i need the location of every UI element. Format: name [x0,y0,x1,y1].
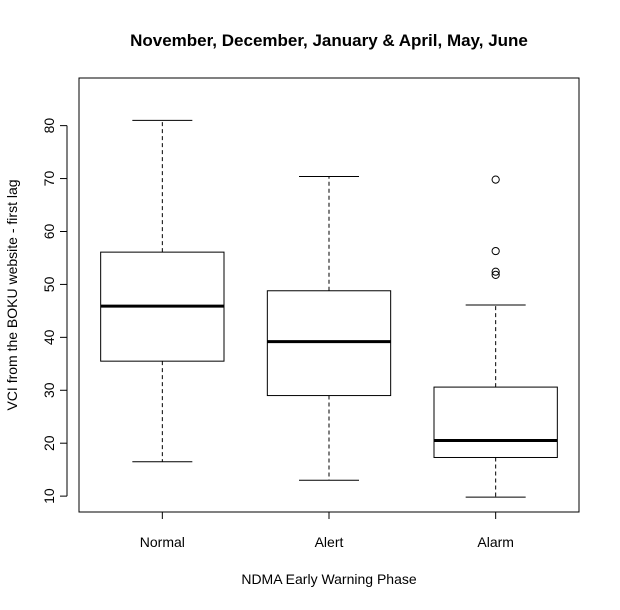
y-tick-label: 30 [41,382,57,398]
y-tick-label: 20 [41,435,57,451]
y-axis: 10 20 30 40 50 60 70 80 [41,118,68,504]
chart-title: November, December, January & April, May… [130,31,528,50]
x-tick-label: Alarm [477,534,514,550]
box-group [266,175,392,481]
boxes-layer [100,119,558,498]
x-axis: Normal Alert Alarm [140,511,514,550]
y-tick-label: 80 [41,118,57,134]
box-group [433,175,558,498]
x-tick-label: Alert [315,534,344,550]
outlier-point [491,246,500,256]
outlier-point [491,267,500,276]
iqr-box [433,386,558,458]
outlier-point [491,270,500,279]
x-tick-label: Normal [140,534,185,550]
y-tick-label: 40 [41,329,57,345]
iqr-box [266,290,392,397]
y-axis-label: VCI from the BOKU website - first lag [4,179,20,410]
y-tick-label: 10 [41,488,57,504]
y-tick-label: 70 [41,171,57,187]
outlier-point [491,175,500,184]
y-tick-label: 50 [41,276,57,292]
box-group [100,119,225,463]
y-tick-label: 60 [41,223,57,239]
x-axis-label: NDMA Early Warning Phase [241,571,417,587]
